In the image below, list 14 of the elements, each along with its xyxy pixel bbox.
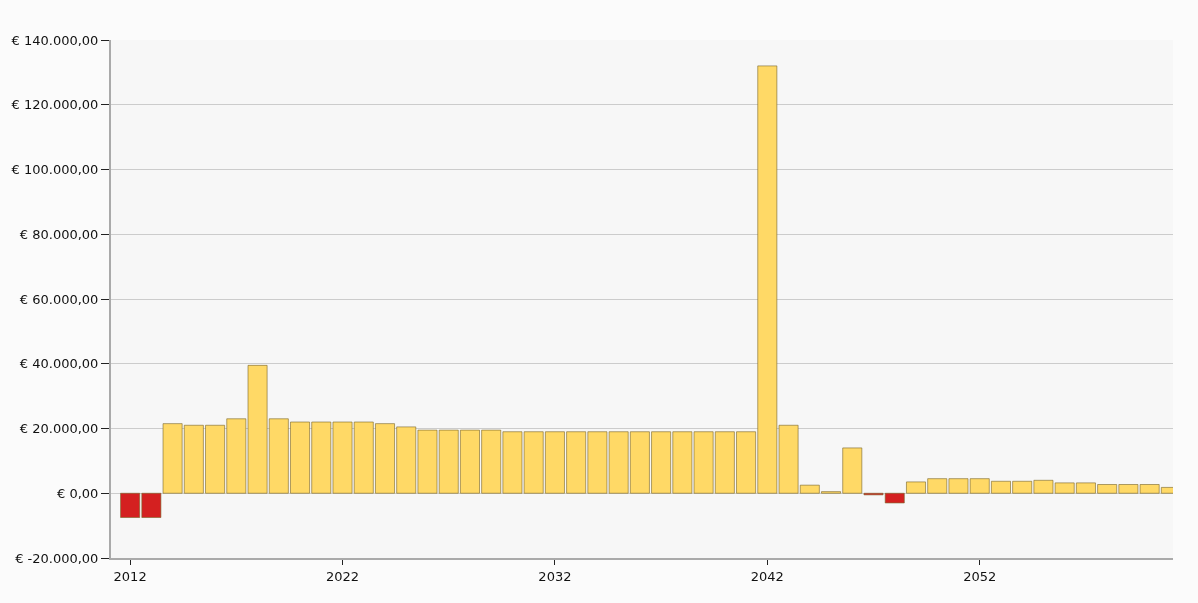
- x-tick-label: 2052: [963, 568, 997, 584]
- y-tick-label: € 120.000,00: [11, 97, 99, 113]
- y-tick-label: € 80.000,00: [19, 226, 99, 242]
- y-tick-label: € 0,00: [57, 485, 99, 501]
- x-tick-label: 2012: [113, 568, 147, 584]
- x-tick-label: 2032: [538, 568, 572, 584]
- y-tick-label: € 60.000,00: [19, 291, 99, 307]
- y-tick-label: € -20.000,00: [15, 550, 99, 566]
- x-tick-label: 2042: [750, 568, 784, 584]
- x-tick-label: 2022: [325, 568, 360, 584]
- y-tick-label: € 100.000,00: [11, 162, 99, 178]
- y-tick-label: € 40.000,00: [19, 356, 99, 372]
- y-tick-label: € 140.000,00: [11, 32, 99, 48]
- y-tick-label: € 20.000,00: [19, 421, 99, 437]
